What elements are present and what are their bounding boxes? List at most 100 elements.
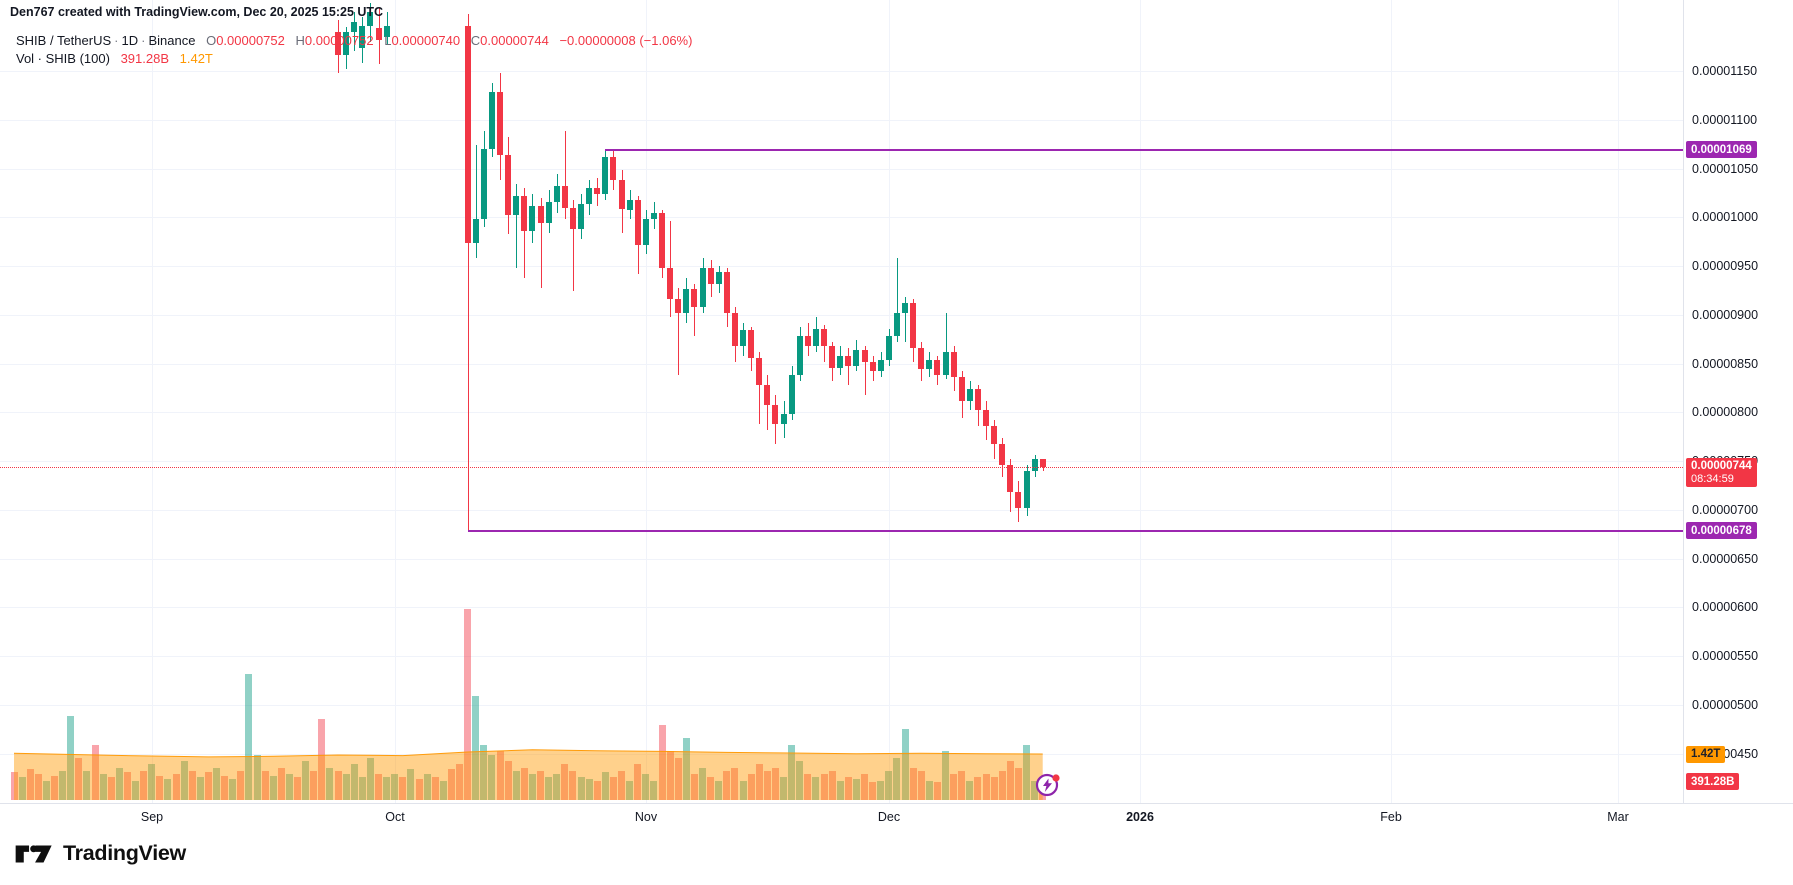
gridline-horizontal — [0, 119, 1683, 121]
chart-plot-area[interactable] — [0, 0, 1683, 803]
time-tick-label: Nov — [634, 810, 658, 824]
volume-bar — [277, 767, 285, 800]
volume-bar — [723, 770, 731, 800]
candle-body — [991, 426, 998, 444]
volume-bar — [472, 696, 480, 800]
horizontal-ray-drawing[interactable] — [605, 149, 1683, 151]
volume-bar — [577, 777, 585, 800]
time-tick-label: Feb — [1380, 810, 1402, 824]
volume-bar — [123, 772, 131, 800]
gridline-horizontal — [0, 266, 1683, 268]
low-label: L — [384, 33, 392, 48]
lightning-button[interactable] — [1033, 770, 1063, 800]
volume-bar — [658, 725, 666, 800]
close-value: 0.00000744 — [480, 33, 549, 48]
open-value: 0.00000752 — [216, 33, 285, 48]
volume-bar — [488, 754, 496, 800]
volume-bar — [99, 774, 107, 800]
lightning-icon — [1043, 778, 1052, 792]
volume-bar — [204, 772, 212, 800]
volume-bar — [626, 780, 634, 800]
candle-body — [974, 388, 981, 411]
candle-body — [829, 346, 836, 368]
volume-bar — [221, 775, 229, 800]
price-tick-label: 0.00001050 — [1692, 161, 1759, 176]
chart-legend[interactable]: SHIB / TetherUS · 1D · Binance O0.00000752 H… — [16, 32, 692, 68]
volume-bar — [213, 767, 220, 800]
volume-bar — [780, 777, 787, 800]
candle-wick — [540, 197, 542, 288]
candle-body — [812, 328, 819, 347]
volume-bar — [682, 738, 690, 800]
candle-wick — [516, 184, 518, 269]
volume-bar — [83, 770, 91, 800]
volume-bar — [642, 774, 650, 800]
volume-bar — [690, 774, 698, 800]
candle-wick — [896, 258, 898, 343]
symbol-name[interactable]: SHIB / TetherUS — [16, 33, 112, 48]
high-label: H — [295, 33, 305, 48]
level-price-badge: 0.00000678 — [1686, 522, 1757, 540]
gridline-vertical — [646, 0, 647, 803]
low-value: 0.00000740 — [391, 33, 461, 48]
volume-bar — [707, 777, 715, 800]
candle-body — [586, 188, 593, 204]
candle-body — [561, 186, 568, 208]
candle-body — [699, 268, 706, 308]
candle-body — [659, 213, 665, 269]
gridline-horizontal — [0, 509, 1683, 511]
candle-body — [837, 355, 844, 368]
volume-bar — [925, 780, 933, 800]
candle-body — [885, 336, 892, 360]
volume-value: 391.28B — [120, 51, 169, 66]
candle-body — [367, 12, 374, 27]
candle-body — [594, 188, 601, 194]
volume-bar — [1023, 744, 1030, 800]
tradingview-logo[interactable]: TradingView — [14, 841, 186, 866]
candle-body — [464, 26, 471, 243]
candle-wick — [572, 199, 574, 292]
volume-bar — [59, 770, 67, 800]
candle-body — [472, 219, 479, 243]
candle-body — [383, 26, 390, 37]
gridline-horizontal — [0, 753, 1683, 755]
notification-dot — [1052, 774, 1060, 782]
candle-body — [602, 156, 609, 194]
volume-bar — [731, 767, 739, 800]
candle-body — [861, 349, 868, 362]
candle-body — [869, 361, 876, 372]
time-axis[interactable]: Sep Oct Nov Dec 2026 Feb Mar — [0, 803, 1793, 832]
volume-bar — [245, 673, 253, 800]
gridline-vertical — [395, 0, 396, 803]
price-axis[interactable]: 0.00001150 0.00001100 0.00001050 0.00001000… — [1683, 0, 1793, 830]
volume-bar — [512, 770, 520, 800]
candle-body — [958, 377, 965, 401]
interval[interactable]: 1D — [121, 33, 139, 48]
candle-body — [950, 351, 957, 378]
volume-bar — [747, 774, 755, 800]
gridline-vertical — [1140, 0, 1141, 803]
candle-wick — [475, 145, 477, 259]
candle-body — [764, 385, 771, 405]
volume-bar — [302, 761, 310, 800]
volume-bar — [609, 777, 617, 800]
candle-body — [877, 359, 884, 372]
price-tick-label: 0.00000550 — [1692, 649, 1759, 664]
volume-bar — [569, 770, 577, 800]
gridline-vertical — [1618, 0, 1619, 803]
volume-indicator-label[interactable]: Vol · SHIB (100) — [16, 51, 110, 66]
candle-body — [610, 156, 617, 181]
candle-body — [513, 195, 520, 216]
candle-body — [553, 186, 560, 202]
candle-body — [683, 289, 690, 313]
volume-bar — [917, 770, 925, 800]
candle-body — [942, 351, 949, 376]
exchange: Binance — [148, 33, 196, 48]
horizontal-ray-drawing[interactable] — [467, 530, 1683, 533]
volume-bar — [261, 770, 269, 800]
volume-bar — [998, 770, 1006, 800]
candle-body — [1031, 459, 1038, 471]
volume-bar — [715, 780, 723, 800]
candle-wick — [945, 312, 947, 380]
candle-body — [723, 271, 730, 313]
